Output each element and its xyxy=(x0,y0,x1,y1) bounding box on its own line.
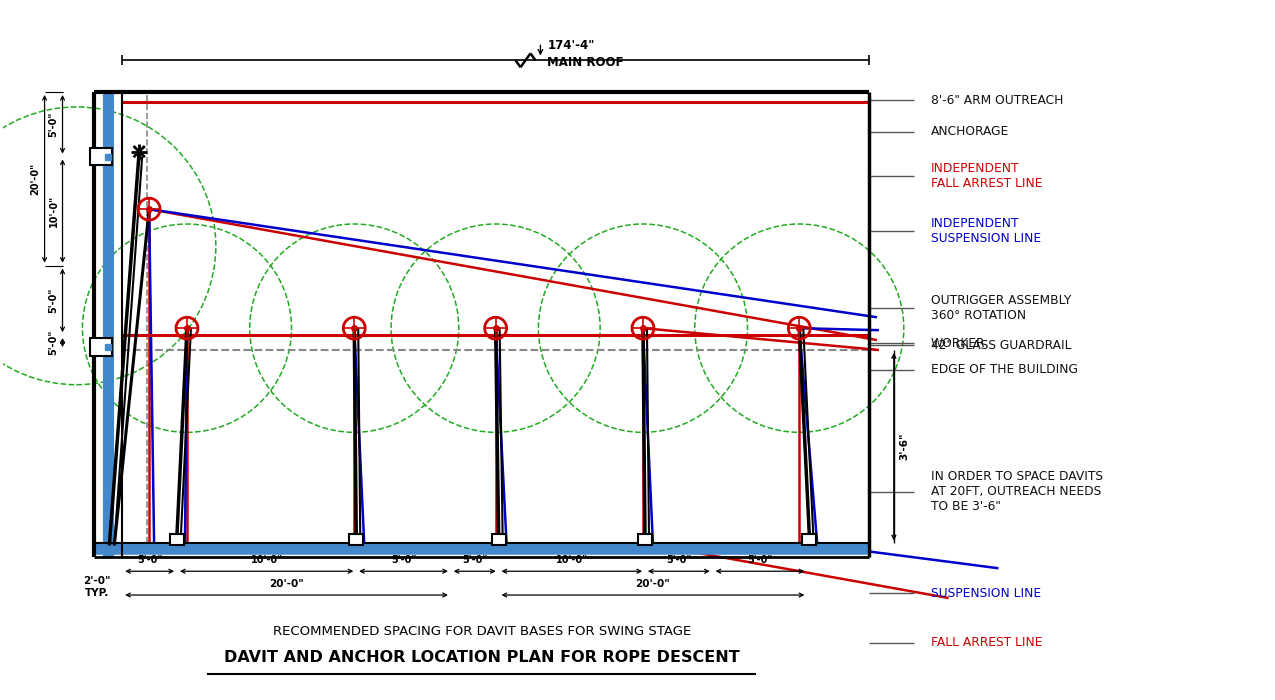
Text: SUSPENSION LINE: SUSPENSION LINE xyxy=(931,587,1040,600)
Text: 5'-0": 5'-0" xyxy=(48,288,59,313)
Text: EDGE OF THE BUILDING: EDGE OF THE BUILDING xyxy=(931,363,1077,377)
Text: 5'-0": 5'-0" xyxy=(136,555,162,566)
Text: INDEPENDENT
FALL ARREST LINE: INDEPENDENT FALL ARREST LINE xyxy=(931,162,1042,190)
Text: FALL ARREST LINE: FALL ARREST LINE xyxy=(931,636,1042,649)
Text: 5'-0": 5'-0" xyxy=(391,555,416,566)
Bar xyxy=(170,533,184,545)
Text: 20'-0": 20'-0" xyxy=(31,163,41,195)
Text: MAIN ROOF: MAIN ROOF xyxy=(547,56,623,69)
Text: RECOMMENDED SPACING FOR DAVIT BASES FOR SWING STAGE: RECOMMENDED SPACING FOR DAVIT BASES FOR … xyxy=(273,625,691,638)
Bar xyxy=(91,338,112,356)
Text: 5'-0": 5'-0" xyxy=(666,555,691,566)
Text: 10'-0": 10'-0" xyxy=(556,555,588,566)
Bar xyxy=(492,533,506,545)
Text: 5'-0": 5'-0" xyxy=(747,555,773,566)
Text: DAVIT AND ANCHOR LOCATION PLAN FOR ROPE DESCENT: DAVIT AND ANCHOR LOCATION PLAN FOR ROPE … xyxy=(224,650,739,666)
Text: 42" GLASS GUARDRAIL: 42" GLASS GUARDRAIL xyxy=(931,339,1071,351)
Text: 2'-0"
TYP.: 2'-0" TYP. xyxy=(84,576,111,598)
Bar xyxy=(349,533,363,545)
Text: 10'-0": 10'-0" xyxy=(48,195,59,228)
Text: 20'-0": 20'-0" xyxy=(635,579,671,589)
Text: 8'-6" ARM OUTREACH: 8'-6" ARM OUTREACH xyxy=(931,94,1063,106)
Bar xyxy=(91,148,112,165)
Text: 5'-0": 5'-0" xyxy=(462,555,487,566)
Text: 5'-0": 5'-0" xyxy=(48,111,59,137)
Text: INDEPENDENT
SUSPENSION LINE: INDEPENDENT SUSPENSION LINE xyxy=(931,217,1040,245)
Text: ANCHORAGE: ANCHORAGE xyxy=(931,125,1009,138)
Text: 3'-6": 3'-6" xyxy=(899,433,909,461)
Bar xyxy=(802,533,816,545)
Text: 20'-0": 20'-0" xyxy=(269,579,303,589)
Text: IN ORDER TO SPACE DAVITS
AT 20FT, OUTREACH NEEDS
TO BE 3'-6": IN ORDER TO SPACE DAVITS AT 20FT, OUTREA… xyxy=(931,470,1103,513)
Text: WORKER: WORKER xyxy=(931,337,986,349)
Text: 10'-0": 10'-0" xyxy=(251,555,283,566)
Text: 174'-4": 174'-4" xyxy=(547,39,594,52)
Text: 5'-0": 5'-0" xyxy=(48,330,59,355)
Bar xyxy=(638,533,652,545)
Text: OUTRIGGER ASSEMBLY
360° ROTATION: OUTRIGGER ASSEMBLY 360° ROTATION xyxy=(931,294,1071,322)
